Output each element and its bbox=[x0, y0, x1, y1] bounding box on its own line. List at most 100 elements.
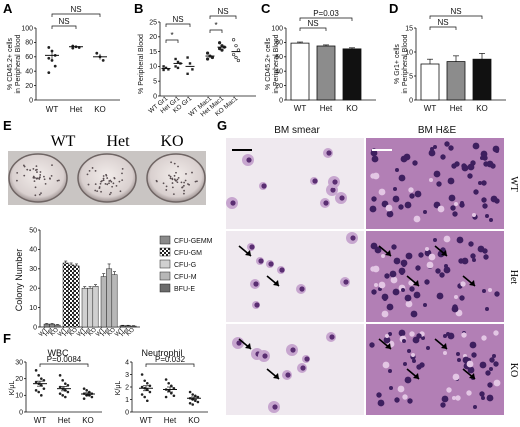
panel-g-cell bbox=[385, 204, 393, 212]
panel-g-cell bbox=[408, 280, 414, 286]
panel-e-y-tick-label: 50 bbox=[29, 227, 37, 234]
panel-f-wbc-y-tick-label: 0 bbox=[19, 409, 23, 416]
panel-e-bar bbox=[54, 324, 61, 328]
panel-f-wbc-point bbox=[61, 379, 64, 382]
panel-e-x-tick-label: KO bbox=[50, 327, 61, 338]
panel-g-cell-nucleus bbox=[323, 200, 329, 206]
panel-g-cell bbox=[372, 265, 380, 273]
panel-e-colony-dot bbox=[38, 193, 41, 196]
panel-g-cell bbox=[452, 373, 460, 381]
panel-g-cell bbox=[409, 193, 415, 199]
panel-e-colony-dot bbox=[16, 172, 19, 174]
panel-d-y-tick-label: 10 bbox=[405, 49, 413, 56]
panel-d-y-tick-label: 15 bbox=[405, 25, 413, 32]
panel-g-cell bbox=[486, 394, 494, 402]
panel-f-wbc-point bbox=[64, 395, 67, 399]
panel-g-cell bbox=[382, 361, 390, 369]
panel-f-wbc-point bbox=[34, 369, 38, 372]
panel-g-cell bbox=[409, 286, 415, 292]
panel-g-cell bbox=[481, 180, 487, 186]
panel-e-colony-dot bbox=[86, 173, 89, 176]
panel-e-colony-dot bbox=[169, 177, 172, 180]
panel-g-cell bbox=[393, 257, 401, 265]
panel-e-colony-dot bbox=[100, 180, 103, 183]
panel-g-cell bbox=[478, 181, 482, 185]
panel-g-cell bbox=[482, 248, 488, 254]
panel-e-colony-dot bbox=[23, 174, 26, 177]
panel-g-cell bbox=[412, 359, 416, 363]
panel-b-point bbox=[236, 48, 240, 52]
panel-e-colony-dot bbox=[177, 176, 180, 179]
panel-e-colony-dot bbox=[49, 177, 51, 180]
panel-e-colony-dot bbox=[108, 182, 110, 185]
panel-f-neutrophil-point bbox=[146, 388, 149, 391]
panel-g-cell bbox=[412, 160, 418, 166]
panel-g-cell bbox=[485, 214, 489, 218]
panel-g-cell bbox=[386, 210, 394, 218]
panel-f-wbc-sig-label: P=0.0084 bbox=[47, 355, 82, 364]
panel-b-y-tick-label: 20 bbox=[149, 34, 157, 41]
panel-letter-e: E bbox=[3, 118, 12, 133]
panel-f-wbc-point bbox=[66, 384, 70, 387]
panel-g-cell bbox=[482, 289, 486, 293]
panel-e-colony-dot bbox=[183, 189, 185, 192]
panel-e-x-tick-label: KO bbox=[69, 327, 80, 338]
panel-f-wbc-x-tick-label: KO bbox=[82, 416, 94, 425]
panel-e-colony-dot bbox=[105, 173, 107, 176]
panel-g-cell bbox=[481, 396, 485, 400]
panel-g-cell bbox=[443, 351, 447, 355]
panel-d-x-tick-label: WT bbox=[424, 104, 437, 113]
panel-g-cell bbox=[489, 357, 495, 363]
panel-e-legend-label: BFU-E bbox=[174, 286, 195, 293]
panel-g-cell bbox=[413, 291, 421, 299]
panel-e-colony-dot bbox=[183, 181, 186, 184]
panel-f-neutrophil-point bbox=[164, 395, 168, 399]
panel-e-bar bbox=[130, 325, 137, 328]
panel-b-y-tick-label: 0 bbox=[153, 93, 157, 100]
panel-g-cell bbox=[405, 300, 413, 308]
panel-e-colony-dot bbox=[39, 174, 42, 176]
panel-d-sig-bracket bbox=[429, 15, 483, 19]
panel-g-cell bbox=[418, 252, 424, 258]
panel-e-colony-dot bbox=[110, 180, 113, 183]
panel-g-cell bbox=[494, 291, 500, 297]
panel-g-cell bbox=[384, 273, 390, 279]
panel-e-colony-dot bbox=[88, 169, 91, 172]
panel-e-colony-dot bbox=[171, 178, 174, 181]
panel-letter-d: D bbox=[389, 1, 398, 16]
panel-e-y-tick-label: 10 bbox=[29, 305, 37, 312]
panel-g-cell bbox=[381, 310, 389, 318]
panel-e-x-tick-label: KO bbox=[126, 327, 137, 338]
panel-g-cell bbox=[495, 149, 499, 153]
panel-b-ylabel: % Peripheral Blood bbox=[138, 34, 145, 94]
panel-f-wbc-point bbox=[61, 394, 64, 397]
panel-f-wbc-point bbox=[58, 374, 62, 377]
panel-f-neutrophil-point bbox=[170, 384, 173, 388]
panel-f-neutrophil-point bbox=[140, 393, 144, 396]
panel-f-wbc-point bbox=[40, 377, 43, 380]
panel-g-cell bbox=[472, 142, 480, 150]
panel-g-row-het: Het bbox=[508, 270, 519, 285]
panel-f-neutrophil-point bbox=[146, 399, 149, 403]
panel-b-point bbox=[234, 55, 238, 60]
panel-a-y-tick-label: 80 bbox=[25, 40, 33, 47]
panel-g-cell bbox=[398, 174, 406, 182]
panel-e-x-tick-label: Het bbox=[44, 327, 55, 338]
panel-g-cell bbox=[369, 205, 377, 213]
panel-a-x-tick-label: Het bbox=[70, 105, 83, 114]
panel-f-neutrophil-point bbox=[140, 385, 144, 389]
panel-a-y-tick-label: 40 bbox=[25, 69, 33, 76]
panel-letter-b: B bbox=[134, 1, 143, 16]
panel-e-colony-dot bbox=[38, 178, 41, 180]
panel-g-cell bbox=[492, 354, 496, 358]
panel-e-colony-dot bbox=[44, 182, 47, 185]
panel-e-bar bbox=[73, 265, 80, 328]
panel-b-point bbox=[174, 57, 177, 61]
panel-e-colony-dot bbox=[98, 187, 101, 190]
panel-f-neutrophil-point bbox=[188, 401, 192, 405]
panel-d-x-tick-label: KO bbox=[476, 104, 488, 113]
panel-e-colony-dot bbox=[35, 168, 38, 171]
panel-g-cell bbox=[456, 236, 464, 244]
panel-g-cell bbox=[400, 155, 408, 163]
